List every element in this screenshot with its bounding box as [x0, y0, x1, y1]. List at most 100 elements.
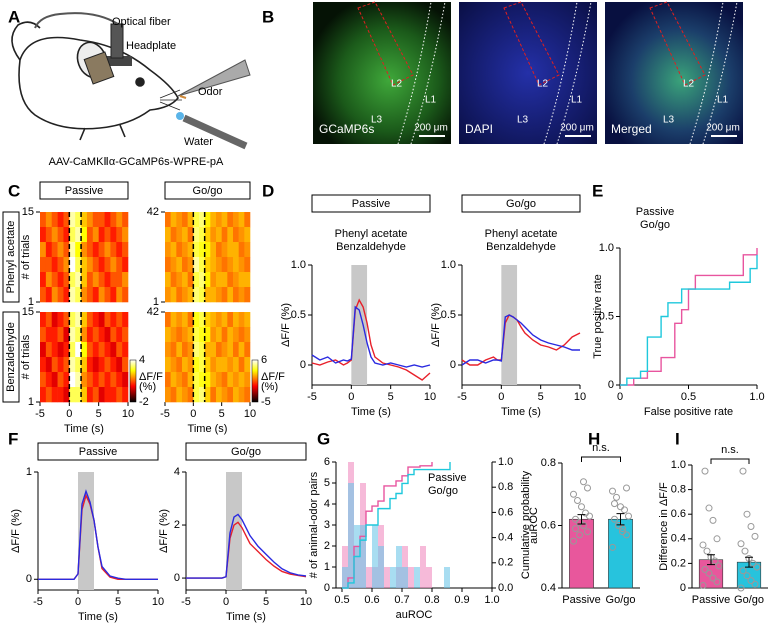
y-axis-label: True positive rate: [592, 274, 604, 359]
y-tick-label: 0.5: [441, 309, 456, 321]
heatmap-cell: [69, 387, 76, 403]
y-tick-label: 0.4: [671, 533, 686, 545]
heatmap-cell: [110, 357, 117, 373]
image-background: [605, 2, 743, 144]
implant: [83, 51, 115, 85]
heatmap-cell: [210, 342, 217, 358]
y-tick-label: 0.8: [541, 457, 556, 469]
data-point: [582, 509, 589, 517]
y-tick-label: 0: [26, 573, 32, 585]
heatmap-cell: [57, 372, 64, 388]
significance-label: n.s.: [721, 444, 739, 456]
histogram-bar: [408, 567, 414, 588]
heatmap-cell: [122, 287, 129, 303]
heatmap-cell: [187, 242, 194, 258]
y-tick-label: 5: [324, 477, 330, 489]
heatmap-cell: [92, 242, 99, 258]
heatmap-cell: [227, 272, 234, 288]
heatmap-cell: [216, 357, 222, 373]
heatmap-cell: [45, 372, 53, 388]
heatmap-cell: [116, 312, 123, 328]
x-tick-label: 0: [617, 391, 623, 403]
heatmap-cell: [182, 242, 188, 258]
data-point: [586, 512, 593, 520]
error-bar: [616, 513, 625, 526]
heatmap-cell: [63, 357, 70, 373]
cumulative-line: [342, 462, 433, 589]
heatmap-cell: [69, 357, 76, 373]
heatmap-cell: [199, 212, 205, 228]
y-tick-label: 15: [22, 306, 34, 318]
histogram-bar: [372, 525, 378, 588]
heatmap-cell: [104, 242, 111, 258]
heatmap-cell: [193, 272, 200, 288]
heatmap-cell: [216, 272, 222, 288]
x-tick-label: 10: [152, 596, 164, 608]
data-point: [749, 559, 757, 567]
heatmap-cell: [233, 342, 239, 358]
x-tick-label: 5: [96, 408, 102, 420]
heatmap-cell: [221, 387, 228, 403]
significance-label: n.s.: [592, 442, 610, 454]
heatmap-cell: [63, 272, 70, 288]
y2-tick-label: 0.8: [498, 481, 513, 493]
colorbar: [129, 359, 137, 403]
x-tick-label: -5: [307, 391, 317, 403]
heatmap-cell: [233, 257, 239, 273]
y-axis-label: ΔF/F (%): [430, 303, 442, 347]
heatmap-cell: [75, 212, 82, 228]
x-tick-label: 5: [263, 596, 269, 608]
chart-title: Passive: [79, 446, 118, 458]
heatmap-cell: [116, 372, 123, 388]
heatmap-cell: [221, 312, 228, 328]
y-tick-label: 0.5: [291, 309, 306, 321]
heatmap-cell: [75, 227, 82, 243]
y-tick-label: 6: [324, 456, 330, 468]
heatmap-cell: [110, 342, 117, 358]
heatmap-cell: [170, 257, 177, 273]
x-axis-label: Time (s): [78, 611, 118, 623]
data-point: [584, 484, 591, 492]
data-point: [753, 563, 761, 571]
title-box: [461, 194, 581, 213]
heatmap-cell: [210, 257, 217, 273]
heatmap-cell: [122, 257, 129, 273]
heatmap-cell: [81, 327, 88, 343]
heatmap-cell: [210, 227, 217, 243]
data-point: [737, 540, 745, 548]
y-tick-label: 0.6: [541, 519, 556, 531]
heatmap-cell: [227, 242, 234, 258]
heatmap-cell: [116, 342, 123, 358]
heatmap-cell: [57, 342, 64, 358]
heatmap-cell: [227, 357, 234, 373]
cumulative-line: [342, 462, 451, 589]
histogram-bar: [414, 567, 420, 588]
label-construct: AAV-CaMKⅡα-GCaMP6s-WPRE-pA: [49, 156, 224, 168]
image-background: [459, 2, 597, 144]
heatmap-cell: [40, 342, 47, 358]
x-tick-label: 10: [122, 408, 134, 420]
y2-tick-label: 0.0: [498, 582, 513, 594]
heatmap-cell: [92, 357, 99, 373]
heatmap-cell: [116, 272, 123, 288]
x-tick-label: -5: [160, 408, 170, 420]
colorbar-tick-label: -5: [261, 396, 271, 408]
heatmap-cell: [69, 287, 76, 303]
heatmap-cell: [227, 227, 234, 243]
colorbar-label: (%): [139, 381, 156, 393]
data-point: [576, 531, 583, 539]
heatmap-cell: [244, 272, 251, 288]
heatmap-cell: [57, 227, 64, 243]
heatmap-cell: [98, 212, 105, 228]
heatmap-cell: [104, 287, 111, 303]
panel-label: F: [8, 429, 18, 448]
y2-tick-label: 0.4: [498, 532, 513, 544]
x-tick-label: -5: [35, 408, 45, 420]
x-axis-label: Time (s): [501, 406, 541, 418]
layer-label: L1: [571, 95, 583, 106]
heatmap-cell: [182, 312, 188, 328]
y-tick-label: 1: [153, 296, 159, 308]
chart-title: Passive: [65, 185, 104, 197]
significance-bracket: [581, 456, 621, 462]
